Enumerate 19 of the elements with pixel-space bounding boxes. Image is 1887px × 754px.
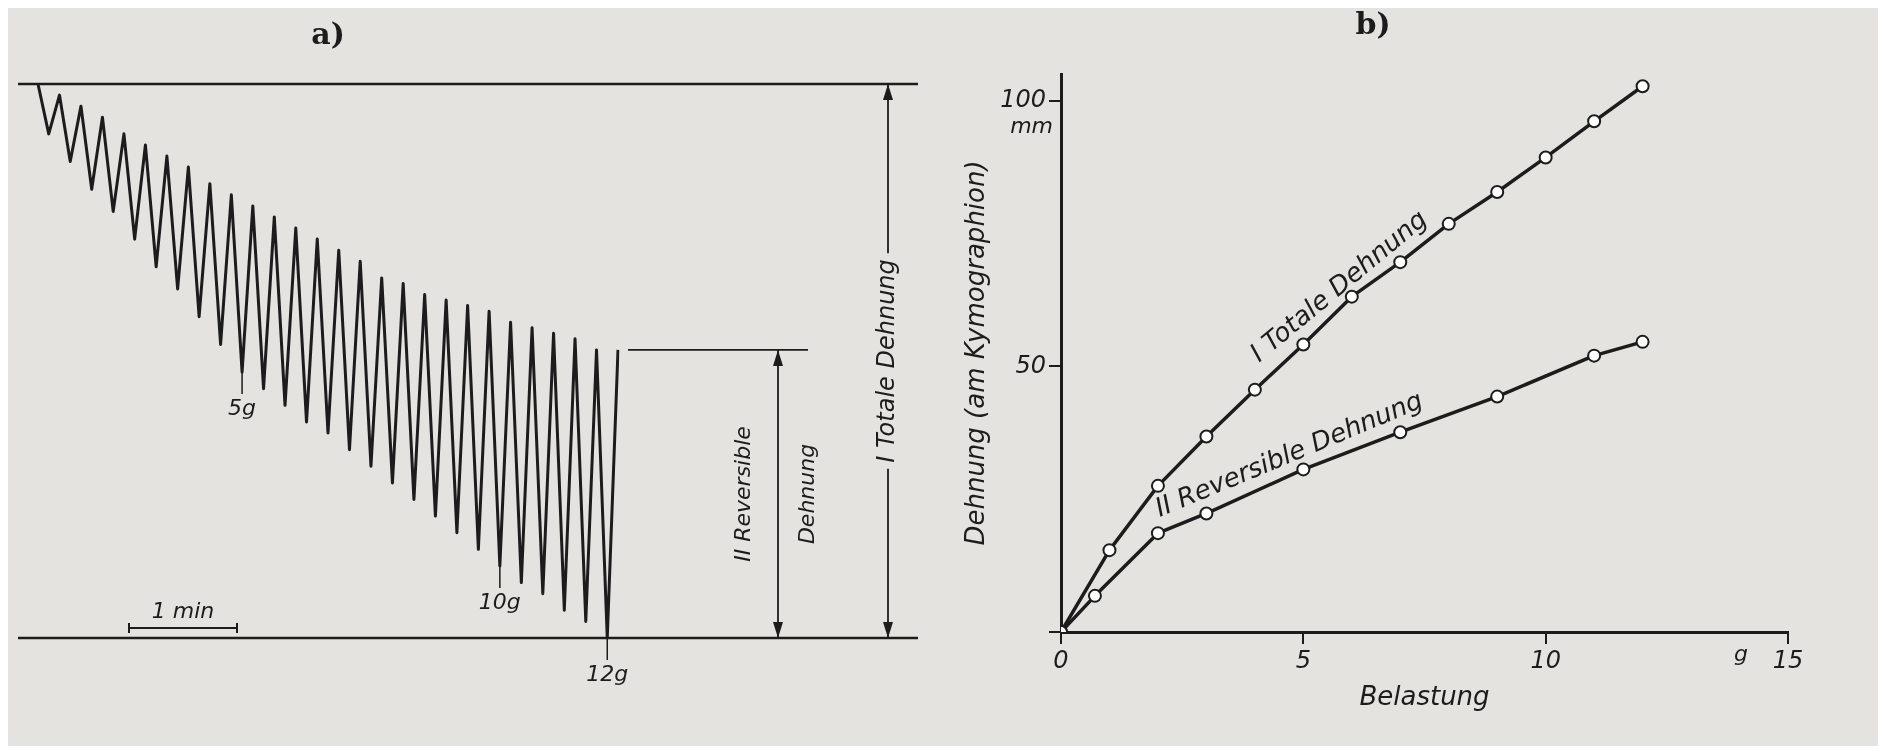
text: 12g [586,660,629,686]
chart-title: a) [311,15,345,51]
text: mm [1010,113,1054,139]
x-tick-label: 15 [1772,645,1804,674]
text: II Reversible Dehnung [729,426,819,562]
x-axis-title: Belastung [1359,681,1490,712]
x-tick-label: 0 [1053,645,1069,674]
annotation: 5g [228,394,257,420]
scale-bar: 1 min [128,598,238,633]
text: I Totale Dehnung [872,259,901,463]
annotation: 1 min [150,598,216,623]
y-tick-label: 50 [1015,350,1047,379]
x-tick-label: 10 [1530,645,1561,674]
annotation: 10g [478,588,521,614]
y-tick-label: 100 [1000,84,1047,113]
text: g [1734,640,1749,666]
chart-title: b) [1355,5,1391,41]
x-tick-label: 5 [1295,645,1311,674]
y-axis-title: Dehnung (am Kymographion) [960,160,991,546]
